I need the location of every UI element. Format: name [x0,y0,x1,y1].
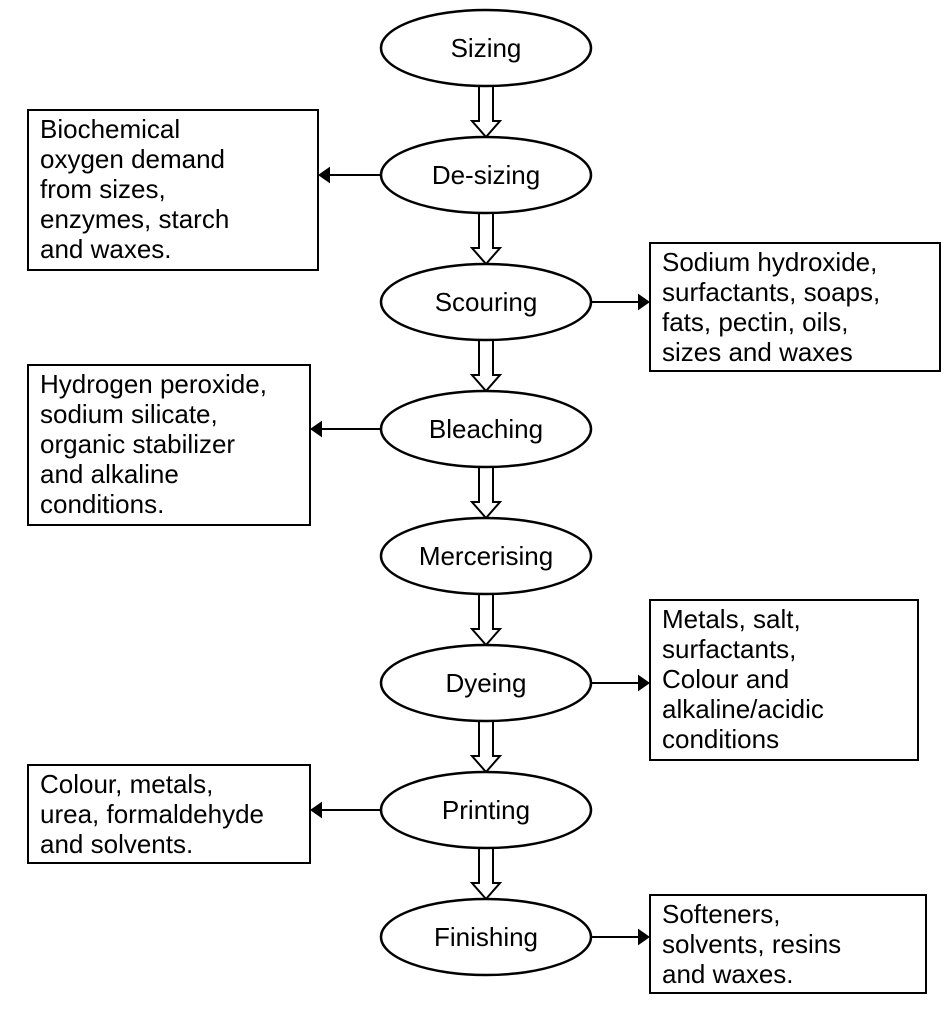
annotation-text: Biochemical [40,114,180,144]
annotation-text: sodium silicate, [40,399,218,429]
annotation-text: Colour, metals, [40,769,213,799]
annotation-text: Metals, salt, [662,604,801,634]
annotation-text: solvents, resins [662,929,841,959]
annotation-text: oxygen demand [40,144,225,174]
annotation-text: Colour and [662,664,789,694]
annotation-text: surfactants, [662,634,796,664]
annotation-text: and solvents. [40,829,193,859]
process-label-printing: Printing [442,795,530,825]
annotation-text: conditions [662,724,779,754]
annotation-text: Sodium hydroxide, [662,247,877,277]
process-label-mercerising: Mercerising [419,541,553,571]
annotation-text: from sizes, [40,174,166,204]
process-label-scouring: Scouring [435,287,538,317]
process-label-bleaching: Bleaching [429,414,543,444]
annotation-text: conditions. [40,489,164,519]
annotation-text: Softeners, [662,899,781,929]
annotation-text: surfactants, soaps, [662,277,880,307]
annotation-text: alkaline/acidic [662,694,824,724]
annotation-text: enzymes, starch [40,204,229,234]
process-label-sizing: Sizing [451,33,522,63]
annotation-text: fats, pectin, oils, [662,307,848,337]
annotation-text: urea, formaldehyde [40,799,264,829]
annotation-text: and waxes. [662,959,794,989]
annotation-text: sizes and waxes [662,337,853,367]
annotation-text: and alkaline [40,459,179,489]
process-label-finishing: Finishing [434,922,538,952]
annotation-text: and waxes. [40,234,172,264]
process-label-dyeing: Dyeing [446,668,527,698]
process-label-desizing: De-sizing [432,160,540,190]
annotation-text: organic stabilizer [40,429,235,459]
flowchart-canvas: Sizing De-sizing Scouring Bleaching Merceris… [0,0,946,1024]
annotation-text: Hydrogen peroxide, [40,369,267,399]
